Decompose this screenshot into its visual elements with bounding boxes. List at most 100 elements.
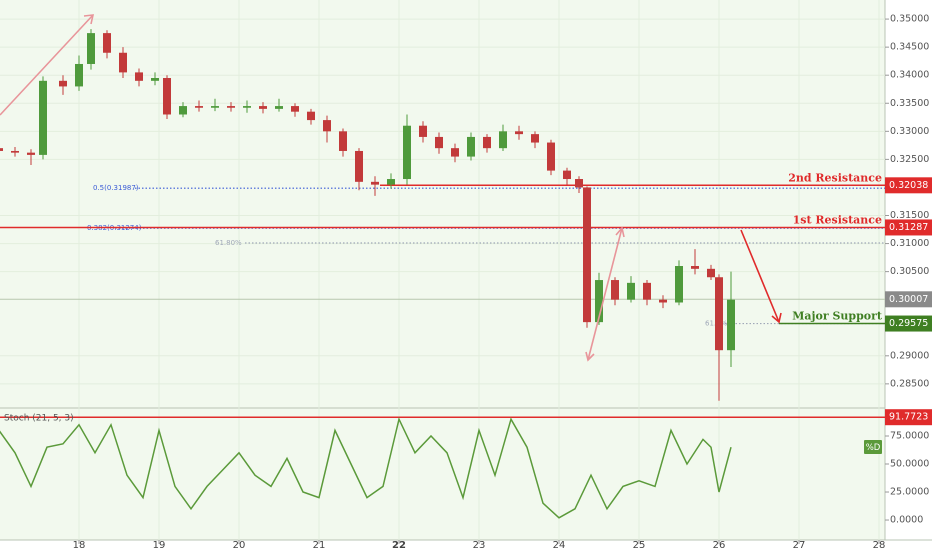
x-tick-label: 21 (313, 540, 326, 550)
candle-body (119, 52, 127, 73)
candle-body (59, 80, 67, 87)
candle-body (531, 134, 539, 143)
candle-body (483, 136, 491, 149)
x-tick-label: 27 (793, 540, 806, 550)
level-tag-label: 0.31287 (889, 222, 928, 233)
y-tick-label: 0.34500 (890, 42, 929, 53)
level-label: 2nd Resistance (788, 171, 882, 184)
level-tag-label: 0.32038 (889, 180, 928, 191)
level-tag (885, 177, 932, 194)
candle-body (291, 106, 299, 112)
level-tag-label: 91.7723 (889, 412, 928, 423)
y-tick-label: 0.31500 (890, 210, 929, 221)
arrow-head (615, 226, 625, 238)
candle-body (243, 106, 251, 108)
candle-body (27, 152, 35, 155)
candle-body (211, 106, 219, 108)
candle-body (515, 131, 523, 135)
stoch-line (0, 416, 732, 519)
candle-body (179, 106, 187, 115)
y2-tick-label: 50.0000 (890, 459, 929, 470)
y-tick-label: 0.31000 (890, 238, 929, 249)
candle-body (275, 106, 283, 109)
candle-body (135, 72, 143, 81)
fib-label: 0.5(0.31987) (93, 184, 139, 192)
candle-body (583, 187, 591, 323)
candle-body (195, 106, 203, 108)
candle-body (0, 148, 3, 151)
y-tick-label: 0.32500 (890, 154, 929, 165)
level-tag (885, 409, 932, 426)
candle-body (227, 106, 235, 108)
candle-body (727, 299, 735, 351)
y2-tick-label: 25.0000 (890, 487, 929, 498)
price-tag-label: 0.30007 (889, 294, 928, 305)
y-tick-label: 0.29000 (890, 350, 929, 361)
candle-body (75, 63, 83, 87)
candle-body (499, 131, 507, 149)
candle-body (11, 150, 19, 153)
candle-body (659, 299, 667, 303)
candle-body (547, 142, 555, 171)
candle-body (715, 277, 723, 351)
arrows (0, 14, 625, 362)
legend-box (864, 440, 882, 454)
x-tick-label: 20 (233, 540, 246, 550)
y-tick-label: 0.33000 (890, 126, 929, 137)
candle-body (403, 125, 411, 180)
axis-background (885, 0, 932, 550)
candle-body (435, 136, 443, 149)
x-tick-label: 18 (73, 540, 86, 550)
candle-body (323, 120, 331, 132)
fib-label: 61.80% (215, 239, 242, 247)
candle-body (563, 170, 571, 180)
y-tick-label: 0.35000 (890, 14, 929, 25)
candle-body (371, 181, 379, 185)
candle-body (419, 125, 427, 137)
legend-label: %D (866, 443, 881, 453)
plot-background (0, 0, 885, 540)
x-tick-label: 28 (873, 540, 886, 550)
candle-body (611, 280, 619, 300)
arrow (0, 14, 94, 116)
arrow-head (585, 351, 595, 362)
y2-tick-label: 0.0000 (890, 515, 923, 526)
level-tag (885, 219, 932, 236)
arrow-head (771, 312, 782, 324)
level-tag-label: 0.29575 (889, 318, 928, 329)
price-tag (885, 291, 932, 308)
candle-body (39, 80, 47, 155)
x-tick-label: 23 (473, 540, 486, 550)
candle-body (707, 268, 715, 278)
candle-body (87, 33, 95, 64)
candle-body (103, 33, 111, 53)
target-arrow (740, 229, 782, 324)
candle-body (307, 111, 315, 121)
candle-body (675, 266, 683, 303)
candle-body (355, 150, 363, 182)
x-tick-label: 24 (553, 540, 566, 550)
candle-body (387, 179, 395, 185)
indicator-title: Stoch (21, 5, 3) (4, 414, 74, 424)
arrow (587, 227, 623, 361)
y-tick-label: 0.28500 (890, 378, 929, 389)
candle-body (163, 78, 171, 115)
x-tick-label: 26 (713, 540, 726, 550)
x-tick-label: 19 (153, 540, 166, 550)
candle-body (151, 78, 159, 81)
candle-body (339, 131, 347, 151)
y2-tick-label: 75.0000 (890, 430, 929, 441)
level-label: Major Support (792, 310, 883, 323)
candle-body (451, 148, 459, 157)
y-tick-label: 0.30500 (890, 266, 929, 277)
candle-body (627, 282, 635, 300)
candle-body (643, 282, 651, 300)
y-tick-label: 0.33500 (890, 98, 929, 109)
x-tick-label: 25 (633, 540, 646, 550)
candle-body (691, 266, 699, 269)
x-tick-label: 22 (392, 540, 406, 550)
candle-body (467, 136, 475, 157)
level-tag (885, 315, 932, 332)
arrow (740, 229, 780, 323)
